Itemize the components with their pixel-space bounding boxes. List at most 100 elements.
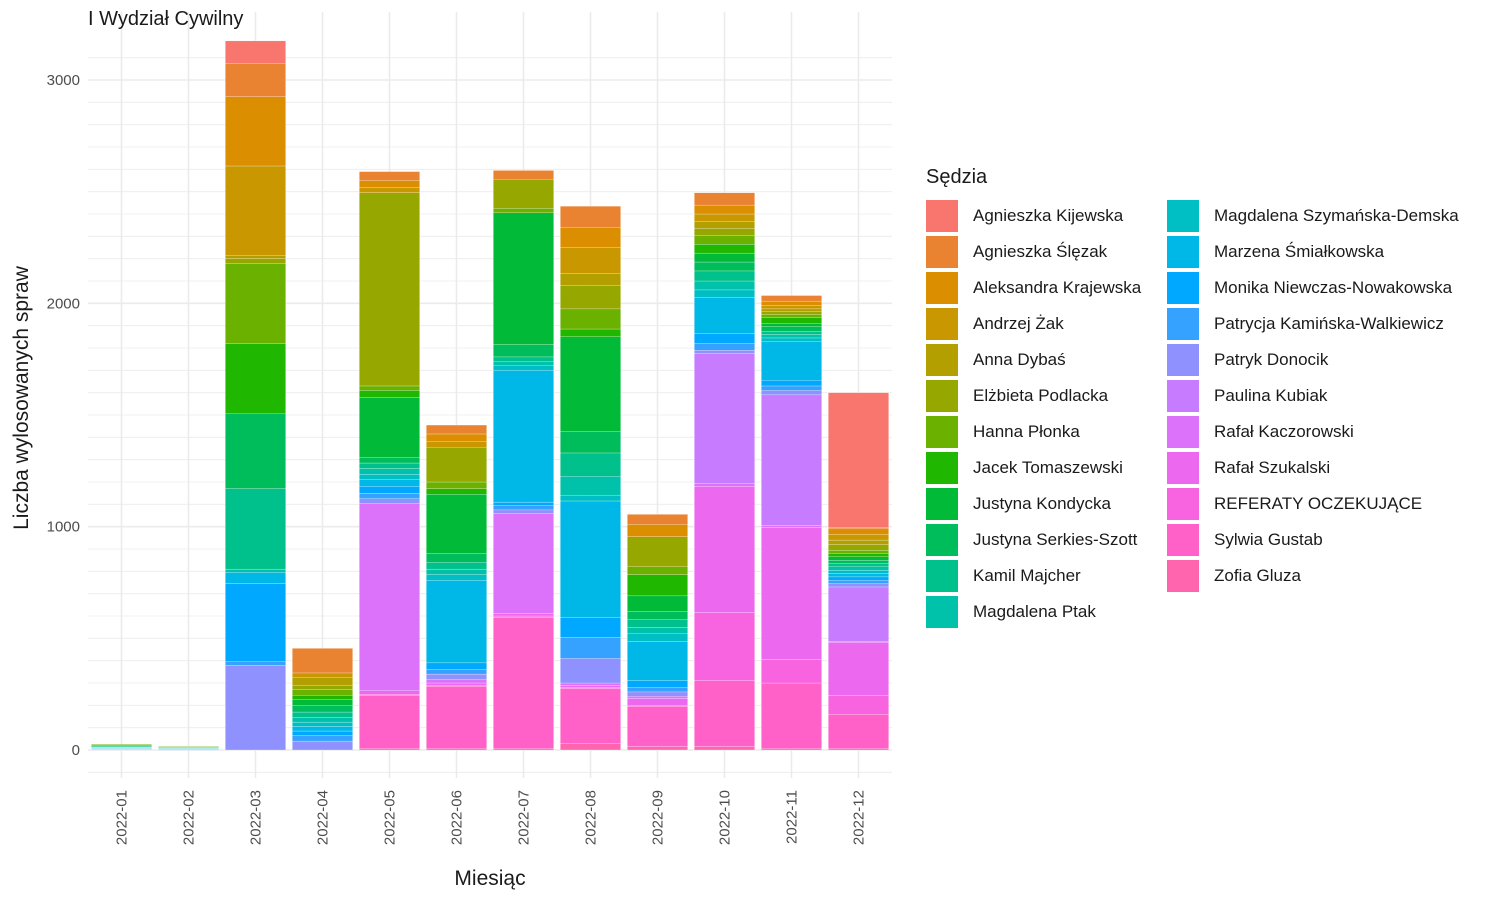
bar-segment	[694, 297, 755, 334]
bar-segment	[560, 431, 621, 454]
bar-segment	[359, 748, 420, 751]
bar-segment	[560, 273, 621, 286]
bar-segment	[761, 394, 822, 526]
y-tick-label: 3000	[47, 72, 80, 89]
bar-segment	[426, 562, 487, 570]
legend-item: Hanna Płonka	[926, 414, 1080, 450]
legend-item: Aleksandra Krajewska	[926, 270, 1141, 306]
bar-segment	[225, 665, 286, 751]
bar-segment	[359, 498, 420, 504]
bar-segment	[560, 685, 621, 688]
bar-segment	[627, 687, 688, 693]
bar-segment	[426, 682, 487, 686]
bar-segment	[694, 221, 755, 229]
bar-segment	[761, 337, 822, 342]
legend-label: Magdalena Ptak	[973, 602, 1096, 621]
bar-segment	[560, 206, 621, 228]
legend-label: Rafał Kaczorowski	[1214, 422, 1354, 441]
bar-segment	[493, 212, 554, 345]
legend-item: Rafał Szukalski	[1167, 450, 1330, 486]
bar-segment	[493, 356, 554, 362]
legend-label: Andrzej Żak	[973, 314, 1064, 333]
bar-segment	[493, 513, 554, 614]
legend-color-key	[1167, 524, 1199, 556]
bar-segment	[359, 187, 420, 193]
legend-label: Jacek Tomaszewski	[973, 458, 1123, 477]
bar-segment	[627, 595, 688, 612]
legend-label: Marzena Śmiałkowska	[1214, 242, 1385, 261]
bar-segment	[694, 270, 755, 282]
x-tick-label: 2022-12	[851, 790, 868, 845]
bar-segment	[426, 424, 487, 435]
bar-segment	[91, 744, 152, 746]
bar-segment	[761, 525, 822, 528]
legend-label: Kamil Majcher	[973, 566, 1081, 585]
legend-item: Magdalena Ptak	[926, 594, 1096, 630]
bar-segment	[426, 441, 487, 448]
bar-segment	[292, 730, 353, 736]
bar-segment	[493, 179, 554, 209]
bar-segment	[225, 96, 286, 167]
bar-segment	[493, 208, 554, 214]
bar-segment	[493, 613, 554, 617]
y-tick-label: 2000	[47, 295, 80, 312]
x-tick-label: 2022-11	[784, 790, 801, 844]
x-axis-title: Miesiąc	[454, 867, 525, 890]
bar-segment	[761, 311, 822, 315]
bar-segment	[560, 476, 621, 496]
bar-segment	[761, 305, 822, 310]
bar-segment	[761, 326, 822, 332]
bar-segment	[493, 361, 554, 366]
bar-segment	[694, 213, 755, 222]
bar-segment	[426, 574, 487, 581]
legend-color-key	[1167, 344, 1199, 376]
bar-segment	[627, 706, 688, 747]
bar-segment	[359, 503, 420, 691]
bar-segment	[694, 353, 755, 484]
bar-segment	[694, 192, 755, 206]
x-tick-label: 2022-09	[650, 790, 667, 845]
bar-segment	[627, 680, 688, 688]
bar-segment	[225, 568, 286, 573]
bar-segment	[694, 482, 755, 487]
bar-segment	[761, 682, 822, 750]
bar-segment	[694, 350, 755, 354]
bar-segment	[828, 573, 889, 578]
bar-segment	[560, 687, 621, 689]
bar-segment	[627, 514, 688, 525]
bar-segment	[761, 295, 822, 302]
bar-segment	[359, 171, 420, 181]
legend-item: Anna Dybaś	[926, 342, 1066, 378]
bar-segment	[426, 748, 487, 751]
bar-segment	[560, 500, 621, 618]
legend-label: Aleksandra Krajewska	[973, 278, 1142, 297]
tick-labels: 0 1000 2000 3000 2022-01 2022-02 2022-03 2022-0…	[47, 72, 868, 845]
bar-segment	[828, 748, 889, 751]
bar-segment	[493, 170, 554, 180]
bar-segment	[493, 615, 554, 618]
legend-label: REFERATY OCZEKUJĄCE	[1214, 494, 1423, 513]
bar-segment	[627, 619, 688, 628]
bar-segment	[426, 685, 487, 687]
bar-segment	[828, 586, 889, 642]
bar-segment	[426, 679, 487, 684]
bar-segment	[91, 745, 152, 747]
bar-segment	[292, 717, 353, 723]
legend-label: Zofia Gluza	[1214, 566, 1301, 585]
legend-item: Rafał Kaczorowski	[1167, 414, 1354, 450]
bar-segment	[627, 641, 688, 681]
bar-segment	[761, 308, 822, 312]
legend-color-key	[926, 380, 958, 412]
legend-item: Paulina Kubiak	[1167, 378, 1327, 414]
legend-item: Kamil Majcher	[926, 558, 1081, 594]
bar-segment	[359, 690, 420, 695]
bar-segment	[292, 726, 353, 732]
legend-item: Agnieszka Ślęzak	[926, 234, 1107, 270]
bar-segment	[493, 748, 554, 751]
bar-segment	[828, 641, 889, 643]
legend-label: Monika Niewczas-Nowakowska	[1214, 278, 1453, 297]
y-tick-label: 1000	[47, 519, 80, 536]
bar-segment	[627, 574, 688, 597]
legend-label: Rafał Szukalski	[1214, 458, 1331, 477]
bar-segment	[694, 746, 755, 751]
